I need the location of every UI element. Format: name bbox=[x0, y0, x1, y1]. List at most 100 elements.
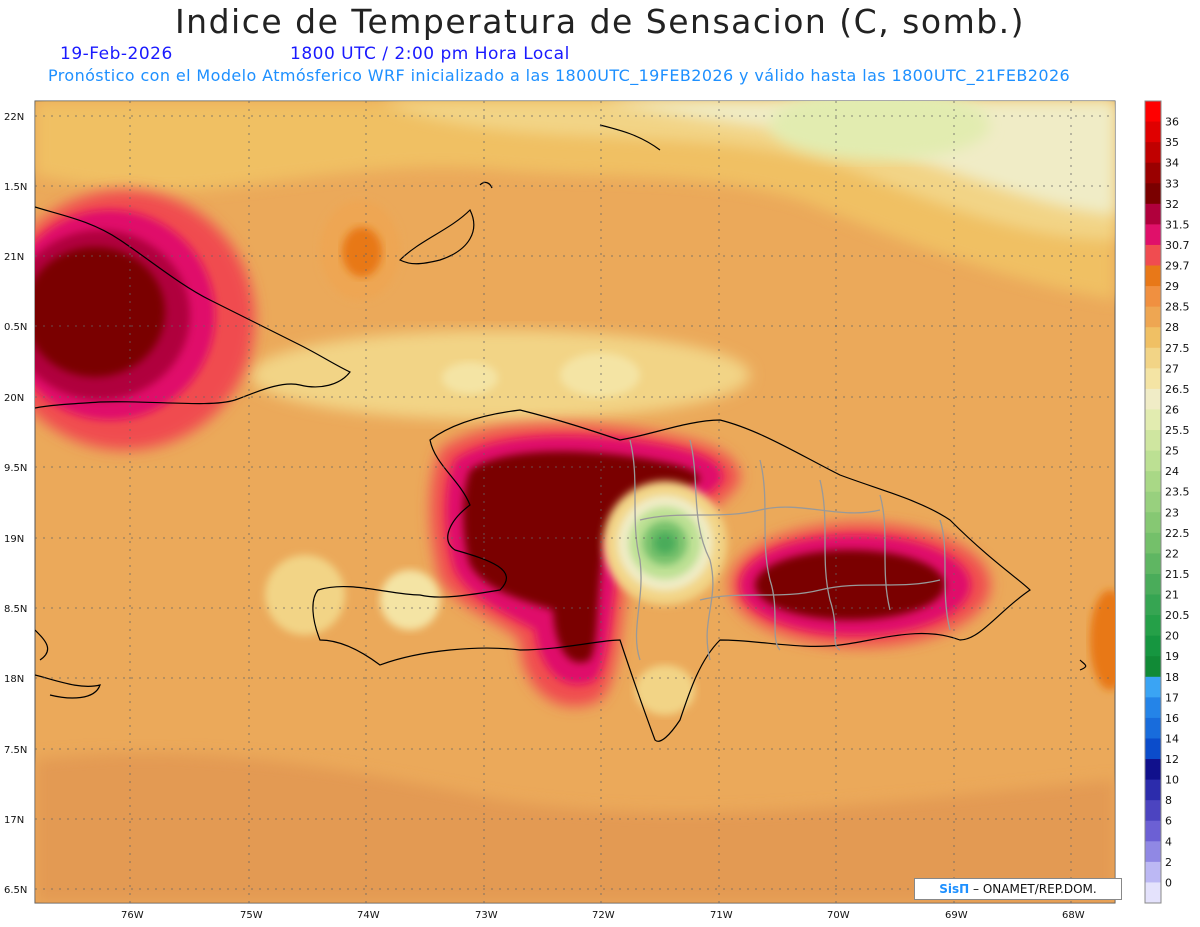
colorbar-swatch bbox=[1145, 676, 1161, 698]
lat-label: 9.5N bbox=[4, 463, 27, 474]
lat-label: 17N bbox=[4, 815, 24, 826]
lat-label: 20N bbox=[4, 393, 24, 404]
colorbar-label: 27 bbox=[1165, 362, 1179, 375]
colorbar-label: 33 bbox=[1165, 177, 1179, 190]
colorbar-label: 12 bbox=[1165, 753, 1179, 766]
colorbar-swatch bbox=[1145, 800, 1161, 822]
colorbar: 363534333231.530.729.72928.52827.52726.5… bbox=[1144, 100, 1190, 904]
model-description: Pronóstico con el Modelo Atmósferico WRF… bbox=[48, 66, 1071, 85]
colorbar-label: 28.5 bbox=[1165, 301, 1190, 314]
colorbar-swatch bbox=[1145, 224, 1161, 246]
colorbar-swatch bbox=[1145, 738, 1161, 760]
colorbar-swatch bbox=[1145, 265, 1161, 287]
colorbar-label: 6 bbox=[1165, 815, 1172, 828]
lon-label: 73W bbox=[475, 910, 498, 921]
colorbar-label: 20 bbox=[1165, 630, 1179, 643]
colorbar-label: 21 bbox=[1165, 589, 1179, 602]
colorbar-swatch bbox=[1145, 430, 1161, 452]
colorbar-swatch bbox=[1145, 142, 1161, 164]
lat-label: 19N bbox=[4, 534, 24, 545]
colorbar-swatch bbox=[1145, 532, 1161, 554]
colorbar-swatch bbox=[1145, 573, 1161, 596]
colorbar-label: 14 bbox=[1165, 732, 1179, 745]
colorbar-swatch bbox=[1145, 471, 1161, 493]
colorbar-swatch bbox=[1145, 820, 1161, 842]
colorbar-swatch bbox=[1145, 635, 1161, 657]
colorbar-label: 29.7 bbox=[1165, 260, 1190, 273]
colorbar-swatch bbox=[1145, 409, 1161, 431]
colorbar-swatch bbox=[1145, 203, 1161, 225]
colorbar-label: 2 bbox=[1165, 856, 1172, 869]
colorbar-label: 4 bbox=[1165, 835, 1172, 848]
lon-label: 69W bbox=[945, 910, 968, 921]
lat-label: 7.5N bbox=[4, 745, 27, 756]
credit-box: SisΠ – ONAMET/REP.DOM. bbox=[914, 878, 1122, 900]
credit-text: – ONAMET/REP.DOM. bbox=[969, 882, 1097, 896]
colorbar-label: 26.5 bbox=[1165, 383, 1190, 396]
colorbar-label: 22.5 bbox=[1165, 527, 1190, 540]
colorbar-label: 19 bbox=[1165, 650, 1179, 663]
lon-label: 76W bbox=[121, 910, 144, 921]
colorbar-swatch bbox=[1145, 759, 1161, 781]
forecast-time: 1800 UTC / 2:00 pm Hora Local bbox=[290, 44, 570, 64]
colorbar-swatch bbox=[1145, 450, 1161, 472]
coastlines bbox=[35, 124, 1087, 742]
colorbar-label: 26 bbox=[1165, 403, 1179, 416]
colorbar-label: 0 bbox=[1165, 876, 1172, 889]
colorbar-label: 21.5 bbox=[1165, 568, 1190, 581]
colorbar-swatch bbox=[1145, 594, 1161, 616]
colorbar-swatch bbox=[1145, 697, 1161, 719]
sispi-logo: SisΠ bbox=[939, 882, 970, 896]
colorbar-label: 27.5 bbox=[1165, 342, 1190, 355]
lon-label: 68W bbox=[1062, 910, 1085, 921]
forecast-date: 19-Feb-2026 bbox=[60, 44, 173, 64]
colorbar-swatch bbox=[1145, 388, 1161, 410]
colorbar-label: 18 bbox=[1165, 671, 1179, 684]
colorbar-label: 17 bbox=[1165, 691, 1179, 704]
lat-label: 21N bbox=[4, 252, 24, 263]
colorbar-label: 31.5 bbox=[1165, 218, 1190, 231]
colorbar-label: 32 bbox=[1165, 198, 1179, 211]
lat-label: 22N bbox=[4, 112, 24, 123]
colorbar-label: 25.5 bbox=[1165, 424, 1190, 437]
map-title: Indice de Temperatura de Sensacion (C, s… bbox=[174, 2, 1026, 41]
province-borders bbox=[629, 439, 951, 661]
colorbar-swatch bbox=[1145, 861, 1161, 883]
lon-label: 75W bbox=[240, 910, 263, 921]
colorbar-label: 30.7 bbox=[1165, 239, 1190, 252]
colorbar-swatch bbox=[1145, 327, 1161, 349]
colorbar-swatch bbox=[1145, 286, 1161, 308]
colorbar-swatch bbox=[1145, 553, 1161, 575]
colorbar-swatch bbox=[1145, 779, 1161, 801]
colorbar-label: 8 bbox=[1165, 794, 1172, 807]
colorbar-swatch bbox=[1145, 656, 1161, 678]
colorbar-label: 20.5 bbox=[1165, 609, 1190, 622]
lon-label: 70W bbox=[827, 910, 850, 921]
colorbar-swatch bbox=[1145, 491, 1161, 513]
colorbar-swatch bbox=[1145, 882, 1161, 904]
colorbar-swatch bbox=[1145, 717, 1161, 739]
longitude-labels: 76W 75W 74W 73W 72W 71W 70W 69W 68W bbox=[121, 910, 1085, 921]
colorbar-swatch bbox=[1145, 306, 1161, 328]
colorbar-label: 23 bbox=[1165, 506, 1179, 519]
colorbar-label: 24 bbox=[1165, 465, 1179, 478]
colorbar-label: 25 bbox=[1165, 445, 1179, 458]
colorbar-swatch bbox=[1145, 615, 1161, 637]
colorbar-label: 16 bbox=[1165, 712, 1179, 725]
lat-label: 0.5N bbox=[4, 322, 27, 333]
latitude-labels: 22N 1.5N 21N 0.5N 20N 9.5N 19N 8.5N 18N … bbox=[4, 112, 27, 896]
colorbar-label: 29 bbox=[1165, 280, 1179, 293]
colorbar-swatch bbox=[1145, 841, 1161, 863]
colorbar-swatch bbox=[1145, 512, 1161, 534]
lat-label: 18N bbox=[4, 674, 24, 685]
temperature-field bbox=[35, 101, 1115, 903]
colorbar-label: 10 bbox=[1165, 774, 1179, 787]
colorbar-swatch bbox=[1145, 183, 1161, 205]
lon-label: 74W bbox=[357, 910, 380, 921]
lon-label: 72W bbox=[592, 910, 615, 921]
colorbar-label: 23.5 bbox=[1165, 486, 1190, 499]
colorbar-label: 34 bbox=[1165, 157, 1179, 170]
graticule bbox=[35, 101, 1115, 903]
lat-label: 8.5N bbox=[4, 604, 27, 615]
